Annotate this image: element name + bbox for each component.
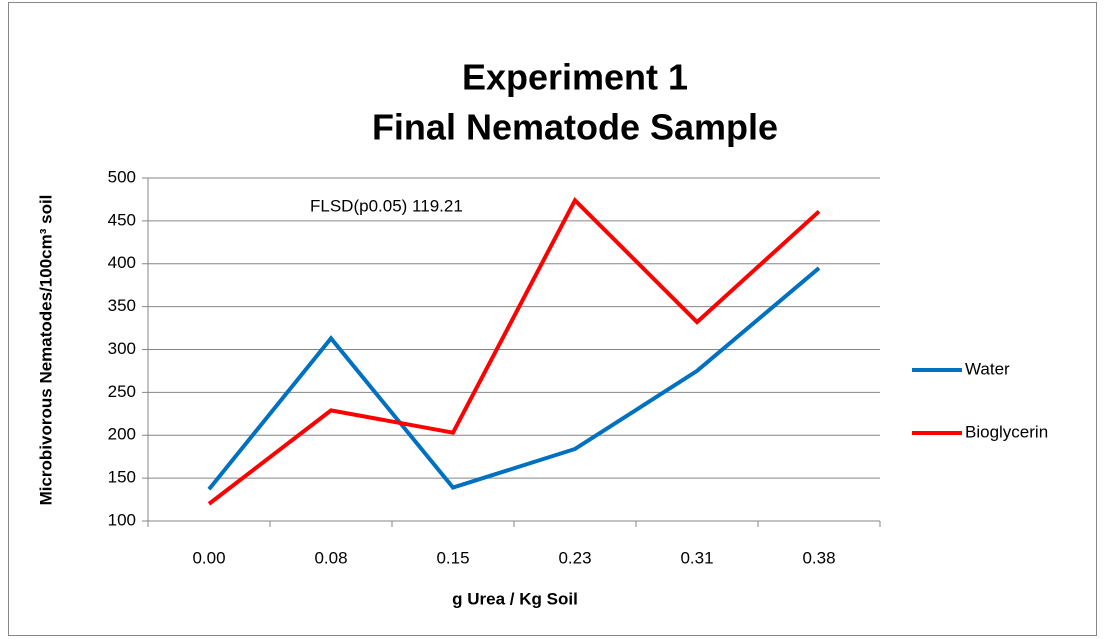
x-tick-label: 0.23 bbox=[558, 548, 591, 567]
x-tick-label: 0.38 bbox=[802, 548, 835, 567]
legend-label: Water bbox=[965, 359, 1010, 378]
x-tick-label: 0.31 bbox=[680, 548, 713, 567]
y-tick-label: 500 bbox=[108, 167, 136, 186]
series-line bbox=[207, 196, 821, 506]
series-line bbox=[207, 266, 821, 491]
y-axis-label: Microbivorous Nematodes/100cm³ soil bbox=[36, 195, 55, 506]
x-tick-label: 0.15 bbox=[436, 548, 469, 567]
y-tick-label: 350 bbox=[108, 296, 136, 315]
y-tick-label: 100 bbox=[108, 510, 136, 529]
annotation: FLSD(p0.05) 119.21 bbox=[310, 196, 463, 215]
chart-frame bbox=[8, 2, 1097, 636]
chart-title: Final Nematode Sample bbox=[372, 107, 778, 148]
y-tick-label: 300 bbox=[108, 339, 136, 358]
y-tick-label: 150 bbox=[108, 468, 136, 487]
y-tick-label: 400 bbox=[108, 253, 136, 272]
y-tick-label: 450 bbox=[108, 210, 136, 229]
y-tick-label: 200 bbox=[108, 425, 136, 444]
chart-title: Experiment 1 bbox=[462, 57, 688, 98]
x-axis-label: g Urea / Kg Soil bbox=[452, 589, 578, 608]
legend-label: Bioglycerin bbox=[965, 422, 1048, 441]
x-tick-label: 0.08 bbox=[314, 548, 347, 567]
x-tick-label: 0.00 bbox=[192, 548, 225, 567]
y-tick-label: 250 bbox=[108, 382, 136, 401]
